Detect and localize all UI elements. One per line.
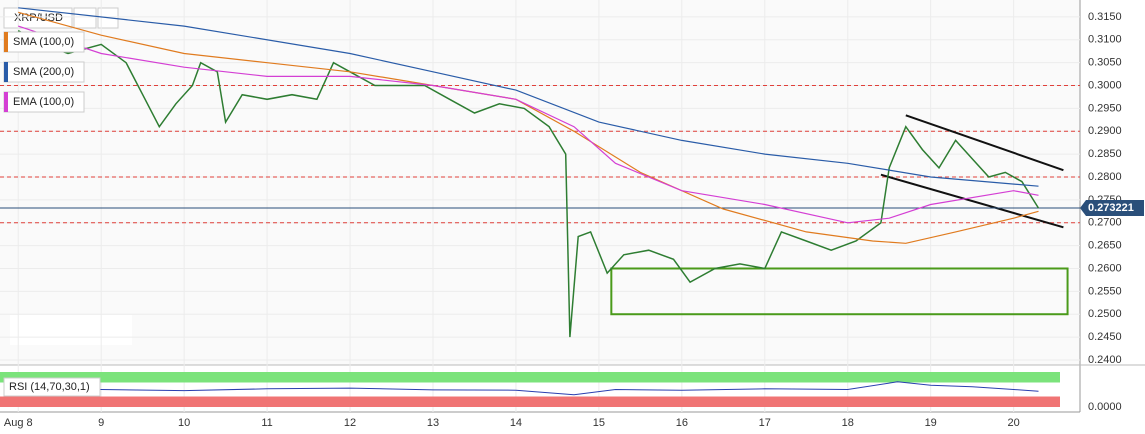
y-tick-label: 0.3000 <box>1088 79 1122 91</box>
x-tick-label: 10 <box>178 417 190 429</box>
y-tick-label: 0.2450 <box>1088 331 1122 343</box>
legend-swatch <box>4 62 8 82</box>
x-tick-label: 18 <box>842 417 854 429</box>
x-tick-label: 19 <box>925 417 937 429</box>
y-tick-label: 0.2850 <box>1088 148 1122 160</box>
y-tick-label: 0.2800 <box>1088 171 1122 183</box>
y-tick-label: 0.2700 <box>1088 217 1122 229</box>
series-line <box>18 25 1039 224</box>
y-tick-label: 0.2500 <box>1088 308 1122 320</box>
x-tick-label: 12 <box>344 417 356 429</box>
x-tick-label: 16 <box>676 417 688 429</box>
channel-line <box>905 114 1064 172</box>
legend-swatch <box>4 92 8 112</box>
legend-label: EMA (100,0) <box>13 96 74 108</box>
price-label: 0.273221 <box>1088 202 1134 214</box>
series-line <box>18 7 1039 187</box>
support-zone <box>610 267 1069 316</box>
y-tick-label: 0.3050 <box>1088 57 1122 69</box>
series-line <box>17 29 1040 338</box>
rsi-tick-label: 0.0000 <box>1088 401 1122 413</box>
rsi-overbought-band <box>0 372 1060 383</box>
rsi-legend-label: RSI (14,70,30,1) <box>9 381 90 393</box>
y-tick-label: 0.2400 <box>1088 354 1122 366</box>
price-tag <box>1080 200 1144 217</box>
y-tick-label: 0.3100 <box>1088 34 1122 46</box>
y-tick-label: 0.2900 <box>1088 125 1122 137</box>
legend-label: SMA (200,0) <box>13 66 74 78</box>
x-tick-label: 13 <box>427 417 439 429</box>
x-tick-label: 20 <box>1008 417 1020 429</box>
channel-line <box>880 173 1064 229</box>
plot-area <box>0 0 1080 365</box>
x-tick-label: Aug 8 <box>4 417 33 429</box>
series-line <box>18 11 1039 244</box>
legend-label: SMA (100,0) <box>13 36 74 48</box>
y-tick-label: 0.2600 <box>1088 262 1122 274</box>
x-tick-label: 11 <box>261 417 272 429</box>
y-tick-label: 0.2650 <box>1088 240 1122 252</box>
x-tick-label: 17 <box>759 417 771 429</box>
rsi-legend-box <box>3 377 101 397</box>
x-tick-label: 9 <box>98 417 104 429</box>
y-tick-label: 0.3150 <box>1088 11 1122 23</box>
y-tick-label: 0.2950 <box>1088 102 1122 114</box>
y-tick-label: 0.2550 <box>1088 285 1122 297</box>
blank-box <box>10 315 132 345</box>
rsi-line <box>18 381 1039 396</box>
x-tick-label: 14 <box>510 417 522 429</box>
rsi-oversold-band <box>0 396 1060 407</box>
x-tick-label: 15 <box>593 417 605 429</box>
legend-swatch <box>4 32 8 52</box>
refresh-button[interactable] <box>73 7 97 29</box>
